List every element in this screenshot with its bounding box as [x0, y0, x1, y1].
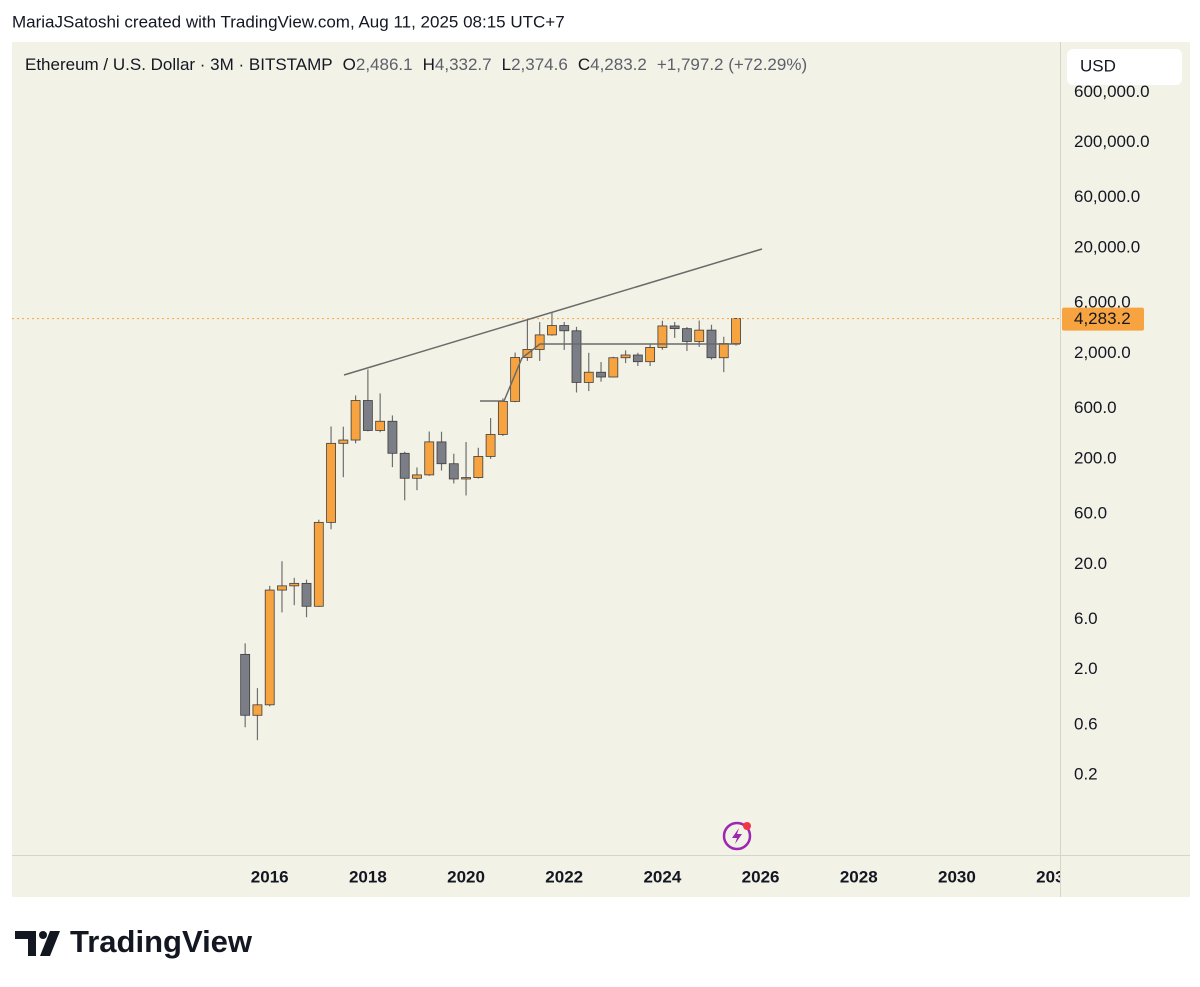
x-tick-label: 2022 [545, 867, 583, 886]
y-tick-label: 2.0 [1074, 659, 1098, 678]
candle-body [645, 347, 656, 363]
brand-logo [15, 931, 60, 956]
legend: Ethereum / U.S. Dollar · 3M · BITSTAMP O2… [25, 55, 807, 74]
y-tick-label: 200,000.0 [1074, 132, 1150, 151]
axes: 0.2 0.6 2.0 6.0 20.0 60.0 200.0 600.0 2,000.0 6,0… [1074, 82, 1150, 784]
candle-body [608, 357, 619, 378]
ohlc-key: O [343, 55, 356, 74]
candle-body [301, 582, 312, 607]
candle-body [571, 330, 582, 383]
candle-body [534, 334, 545, 350]
drawn-line [480, 343, 740, 402]
change: +1,797.2 (+72.29%) [657, 55, 807, 74]
candle-body [669, 325, 680, 330]
candle-body [632, 354, 643, 363]
x-tick-label: 2028 [840, 867, 878, 886]
y-tick-label: 60.0 [1074, 504, 1107, 523]
last-price-box [1062, 307, 1144, 331]
plot [12, 312, 1060, 741]
y-tick-label: 2,000.0 [1074, 343, 1131, 362]
candle-body [387, 420, 398, 454]
ohlc-value: 2,374.6 [511, 55, 568, 74]
candle-body [399, 452, 410, 479]
candle-body [362, 400, 373, 431]
candle-body [240, 653, 251, 716]
y-tick-label: 60,000.0 [1074, 187, 1140, 206]
candle-body [424, 441, 435, 476]
x-tick-label: 2026 [742, 867, 780, 886]
candle-body [718, 343, 729, 359]
symbol-title: Ethereum / U.S. Dollar · 3M · BITSTAMP [25, 55, 333, 74]
candle-body [583, 371, 594, 383]
candle-body [473, 456, 484, 478]
y-tick-label: 0.2 [1074, 765, 1098, 784]
candle-body [252, 704, 263, 716]
candle-body [682, 328, 692, 342]
ohlc-key: H [423, 55, 435, 74]
y-tick-label: 20.0 [1074, 554, 1107, 573]
candle-body [375, 420, 386, 431]
y-tick-label: 0.6 [1074, 714, 1098, 733]
candle-body [338, 439, 349, 444]
candle-body [620, 354, 631, 359]
y-tick-label: 20,000.0 [1074, 238, 1140, 257]
x-tick-label: 2030 [938, 867, 976, 886]
candle-body [289, 582, 300, 587]
candle-body [461, 477, 471, 480]
x-tick-label: 2016 [251, 867, 289, 886]
x-tick-label: 2032 [1036, 867, 1074, 886]
ohlc-key: L [502, 55, 511, 74]
trend-line [343, 248, 763, 376]
last-price-label: 4,283.2 [1074, 309, 1131, 328]
alert-icon[interactable] [722, 821, 752, 851]
candle-body [313, 521, 324, 607]
candle-body [497, 401, 508, 435]
candle-body [731, 318, 741, 344]
ohlc-key: C [578, 55, 590, 74]
currency-button[interactable] [1067, 49, 1182, 85]
candle-body [694, 329, 705, 342]
candle-body [412, 474, 422, 479]
candle-body [559, 325, 570, 332]
candle-body [350, 400, 361, 441]
candle-body [277, 585, 287, 591]
y-tick-label: 600.0 [1074, 398, 1117, 417]
ohlc-value: 4,283.2 [590, 55, 647, 74]
candle-body [596, 371, 606, 378]
candle-body [264, 589, 275, 706]
candle-body [326, 442, 336, 523]
y-tick-label: 600,000.0 [1074, 82, 1150, 101]
currency-label[interactable]: USD [1080, 56, 1116, 75]
chart-panel [12, 42, 1190, 897]
y-tick-label: 200.0 [1074, 448, 1117, 467]
x-tick-label: 2020 [447, 867, 485, 886]
caption: MariaJSatoshi created with TradingView.c… [12, 12, 565, 31]
ohlc-value: 2,486.1 [356, 55, 413, 74]
candle-body [436, 441, 447, 465]
y-tick-label: 6,000.0 [1074, 293, 1131, 312]
candle-body [448, 463, 459, 480]
candle-body [547, 325, 557, 336]
candle-body [510, 357, 521, 402]
brand-name: TradingView [70, 924, 253, 959]
x-tick-label: 2024 [643, 867, 681, 886]
x-tick-label: 2018 [349, 867, 387, 886]
y-tick-label: 6.0 [1074, 609, 1098, 628]
ohlc-value: 4,332.7 [435, 55, 492, 74]
candle-body [485, 434, 496, 457]
candle-body [657, 325, 668, 348]
x-axis: 2016 2018 2020 2022 2024 2026 2028 2030 2032 [251, 867, 1074, 886]
